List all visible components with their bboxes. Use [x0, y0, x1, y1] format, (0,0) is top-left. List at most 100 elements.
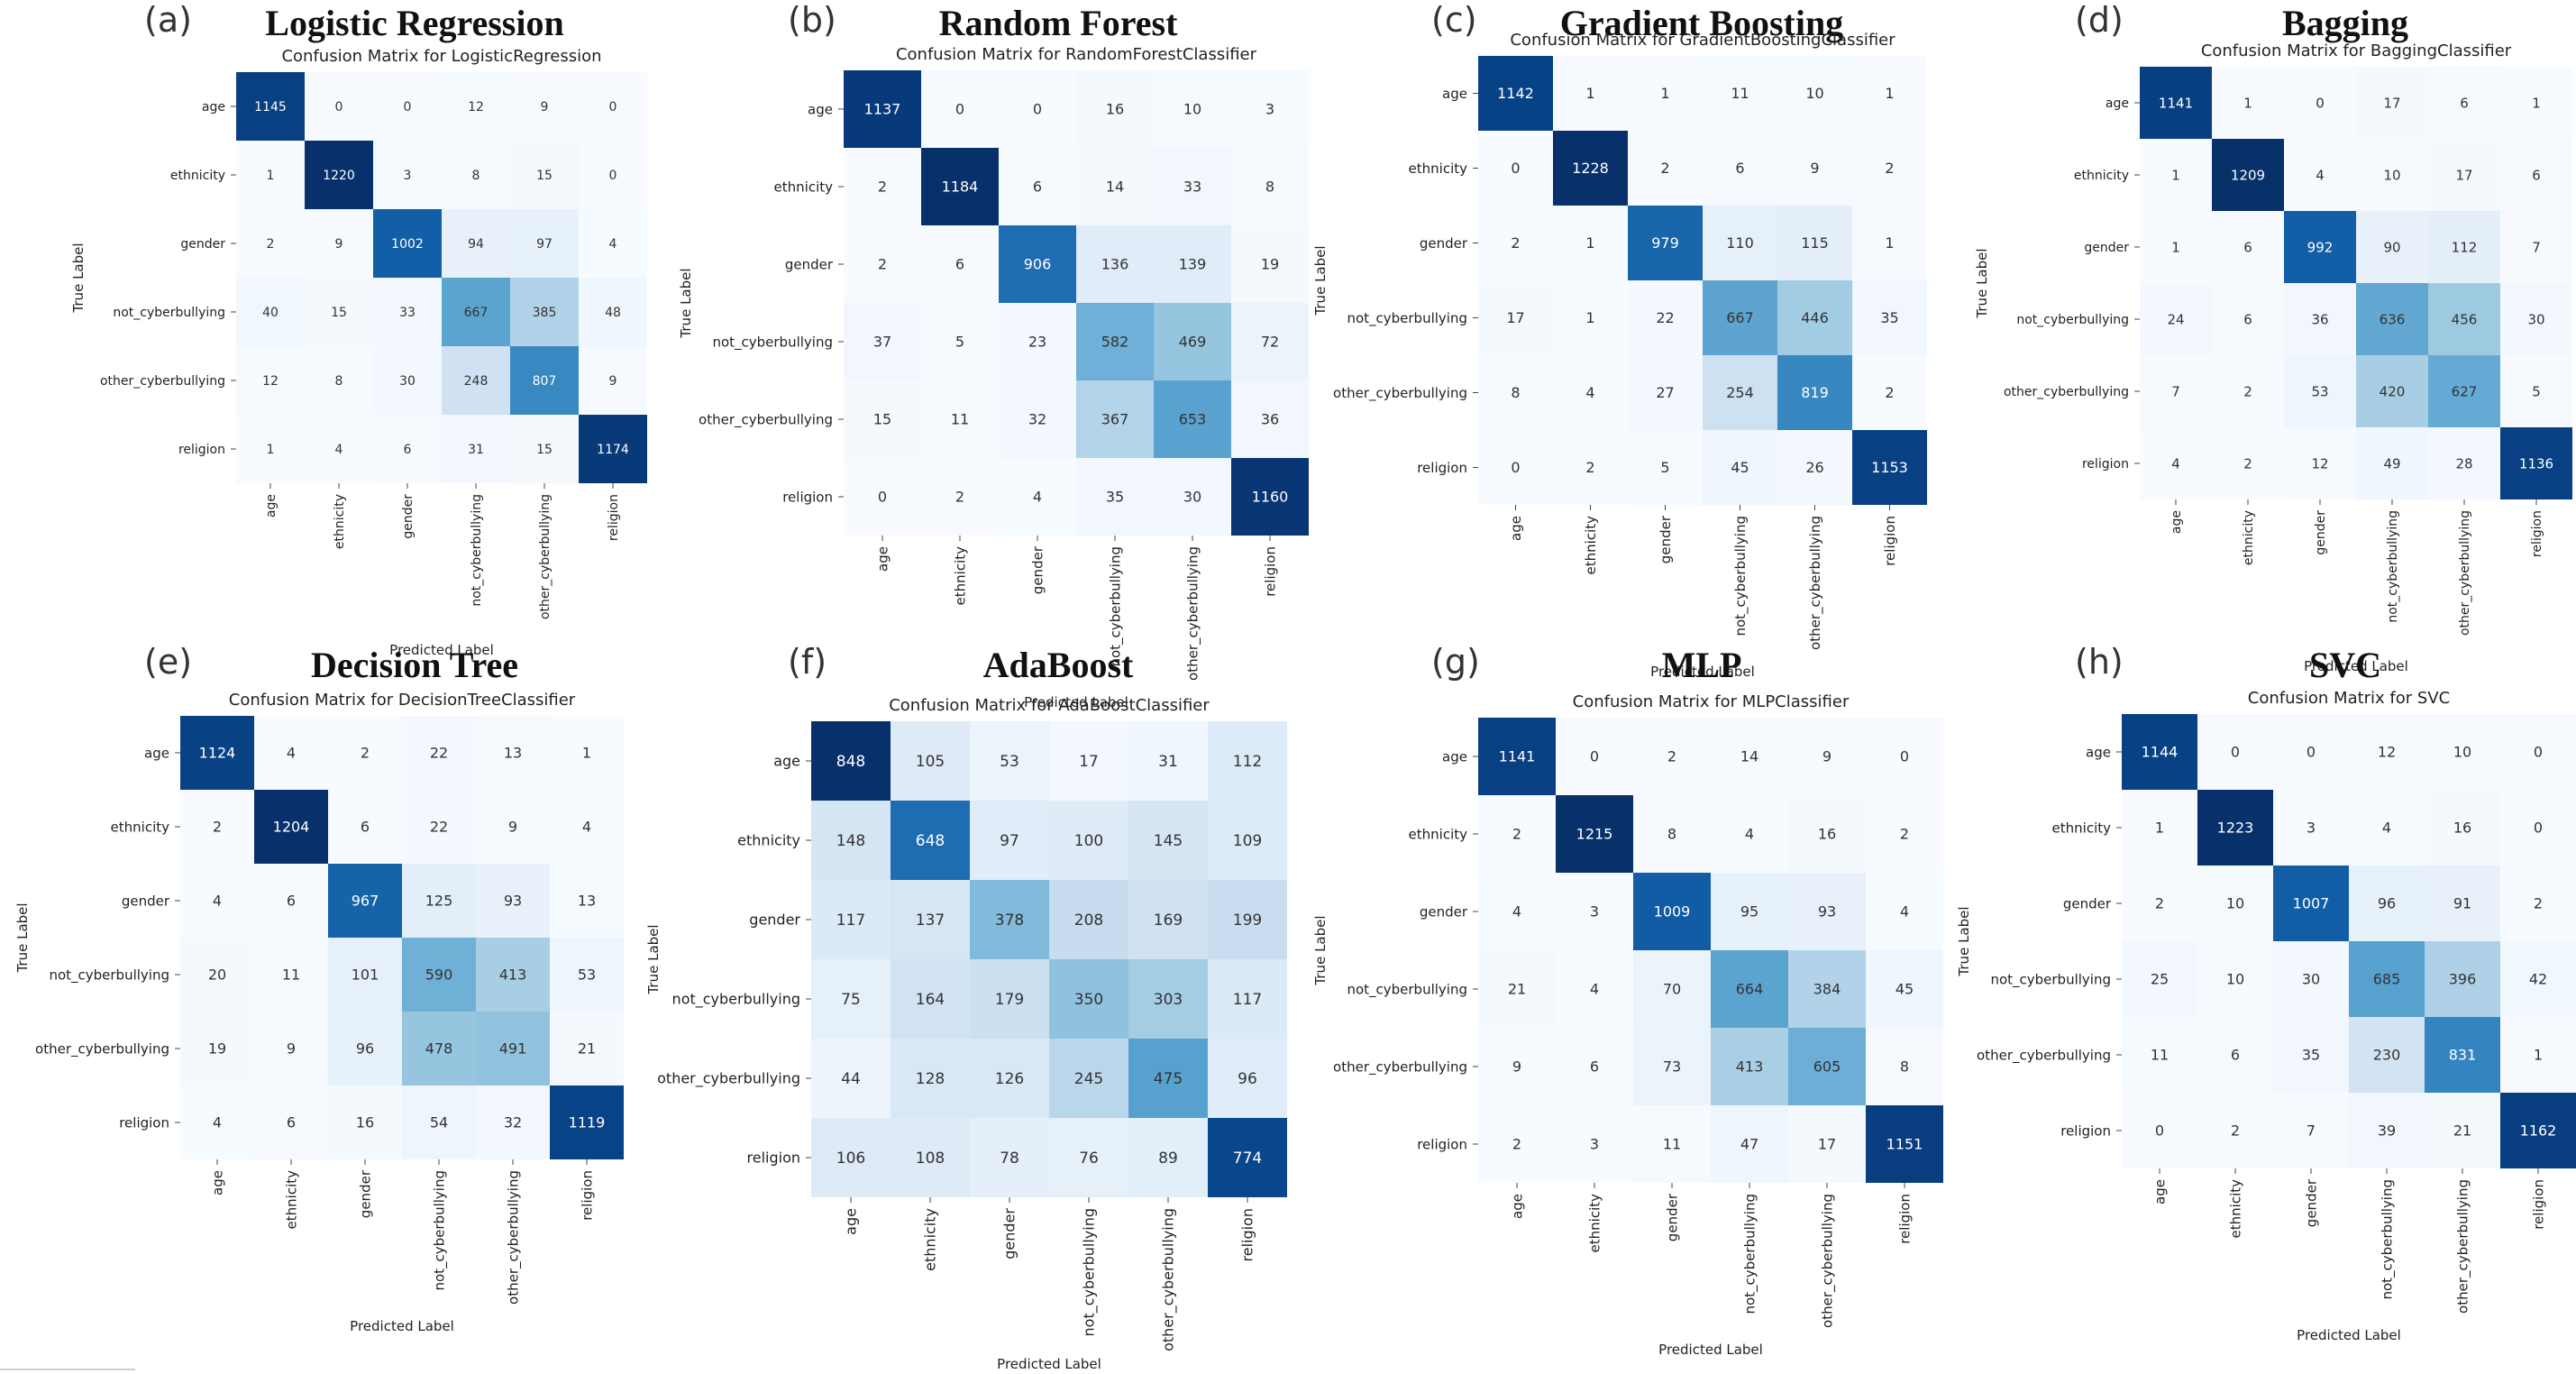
heatmap-cell	[1128, 801, 1208, 880]
cell-value-label: 24	[2167, 311, 2184, 327]
cell-value-label: 11	[1663, 1136, 1681, 1153]
y-tick-label: religion	[747, 1150, 801, 1167]
heatmap-cell	[328, 716, 402, 790]
cell-value-label: 89	[1158, 1150, 1178, 1168]
heatmap-cell	[921, 380, 999, 458]
cell-value-label: 4	[2382, 820, 2391, 837]
x-tick-label: ethnicity	[283, 1170, 299, 1230]
heatmap-cell	[2356, 355, 2428, 427]
x-tick-label: not_cyberbullying	[2379, 1179, 2396, 1300]
panel-bagging: (d) Bagging Confusion Matrix for Bagging…	[1931, 0, 2574, 687]
y-tick-label: other_cyberbullying	[1333, 1058, 1467, 1076]
y-tick-label: age	[2086, 744, 2111, 760]
heatmap-cell	[1633, 1028, 1711, 1105]
cell-value-label: 648	[916, 832, 945, 850]
heatmap-cell	[999, 380, 1076, 458]
cell-value-label: 199	[1233, 911, 1262, 930]
heatmap-cell	[999, 225, 1076, 303]
y-tick-label: ethnicity	[2052, 820, 2112, 836]
cell-value-label: 6	[1033, 179, 1042, 196]
cell-value-label: 2	[1667, 748, 1676, 765]
heatmap-cell	[402, 938, 476, 1012]
cell-value-label: 47	[1740, 1136, 1758, 1153]
cell-value-label: 1215	[1576, 826, 1613, 843]
panel-letter: (c)	[1431, 0, 1477, 40]
cell-value-label: 420	[2380, 383, 2406, 399]
x-tick-label: age	[264, 494, 279, 518]
cell-value-label: 106	[836, 1150, 865, 1168]
cell-value-label: 110	[1726, 234, 1754, 252]
y-tick-label: ethnicity	[774, 179, 834, 195]
cell-value-label: 19	[208, 1040, 226, 1058]
cell-value-label: 94	[468, 237, 484, 252]
heatmap-cell	[2425, 714, 2500, 790]
heatmap-cell	[844, 458, 921, 536]
cell-value-label: 117	[836, 911, 865, 930]
cell-value-label: 4	[582, 819, 591, 836]
heatmap-cell	[254, 716, 328, 790]
heatmap-cell	[1553, 355, 1628, 430]
x-axis-label: Predicted Label	[2297, 1327, 2401, 1343]
cell-value-label: 2	[1660, 160, 1669, 177]
heatmap-cell	[1049, 959, 1128, 1039]
cell-value-label: 2	[1900, 826, 1909, 843]
y-tick-label: ethnicity	[170, 169, 225, 183]
heatmap-cell	[1556, 1105, 1633, 1183]
heatmap-cell	[2349, 1017, 2425, 1093]
heatmap-cell	[2140, 355, 2212, 427]
cell-value-label: 17	[2455, 167, 2472, 183]
cell-value-label: 0	[2534, 820, 2543, 837]
cell-value-label: 979	[1651, 234, 1679, 252]
heatmap-cell	[2122, 941, 2197, 1017]
heatmap-cell	[1788, 1105, 1866, 1183]
heatmap-cell	[2500, 67, 2572, 139]
cell-value-label: 37	[873, 334, 891, 351]
heatmap-cell	[236, 141, 305, 209]
cell-value-label: 169	[1154, 911, 1183, 930]
heatmap-cell	[2140, 211, 2212, 283]
cell-value-label: 0	[404, 100, 412, 114]
cell-value-label: 2	[1885, 160, 1894, 177]
cell-value-label: 478	[425, 1040, 453, 1058]
cell-value-label: 96	[1238, 1070, 1257, 1088]
heatmap-cell	[2140, 139, 2212, 211]
cell-value-label: 5	[2532, 383, 2541, 399]
heatmap-cell	[1154, 458, 1231, 536]
cell-value-label: 4	[335, 443, 343, 457]
cell-value-label: 3	[1590, 903, 1599, 921]
cell-value-label: 6	[287, 1114, 296, 1131]
x-tick-label: not_cyberbullying	[1107, 546, 1124, 667]
heatmap-cell	[1711, 950, 1788, 1028]
heatmap-cell	[2197, 1017, 2273, 1093]
heatmap-cell	[1553, 280, 1628, 355]
heatmap-cell	[1628, 355, 1703, 430]
heatmap-cell	[1556, 950, 1633, 1028]
x-tick-label: religion	[579, 1170, 595, 1221]
heatmap-cell	[970, 1039, 1049, 1118]
heatmap-cell	[970, 721, 1049, 801]
heatmap-cell	[2500, 1093, 2576, 1168]
heatmap-cell	[1478, 131, 1553, 206]
heatmap-cell	[2428, 283, 2500, 355]
cell-value-label: 4	[2171, 455, 2180, 472]
cell-value-label: 75	[841, 991, 861, 1009]
cell-value-label: 4	[1512, 903, 1521, 921]
cell-value-label: 1162	[2520, 1122, 2557, 1140]
heatmap-cell	[891, 959, 970, 1039]
heatmap-cell	[1128, 721, 1208, 801]
heatmap-cell	[2428, 355, 2500, 427]
heatmap-cell	[2122, 790, 2197, 866]
heatmap-cell	[1208, 1118, 1287, 1197]
cell-value-label: 1	[1885, 234, 1894, 252]
x-tick-label: not_cyberbullying	[1081, 1208, 1099, 1336]
cell-value-label: 8	[1511, 384, 1520, 401]
cell-value-label: 396	[2449, 971, 2477, 988]
x-tick-label: other_cyberbullying	[1184, 546, 1201, 681]
cell-value-label: 0	[2155, 1122, 2164, 1140]
cell-value-label: 30	[2527, 311, 2544, 327]
heatmap-cell	[1711, 718, 1788, 795]
heatmap-cell	[305, 141, 373, 209]
cell-value-label: 145	[1154, 832, 1183, 850]
x-tick-label: not_cyberbullying	[1741, 1194, 1758, 1314]
heatmap-cell	[1128, 1118, 1208, 1197]
